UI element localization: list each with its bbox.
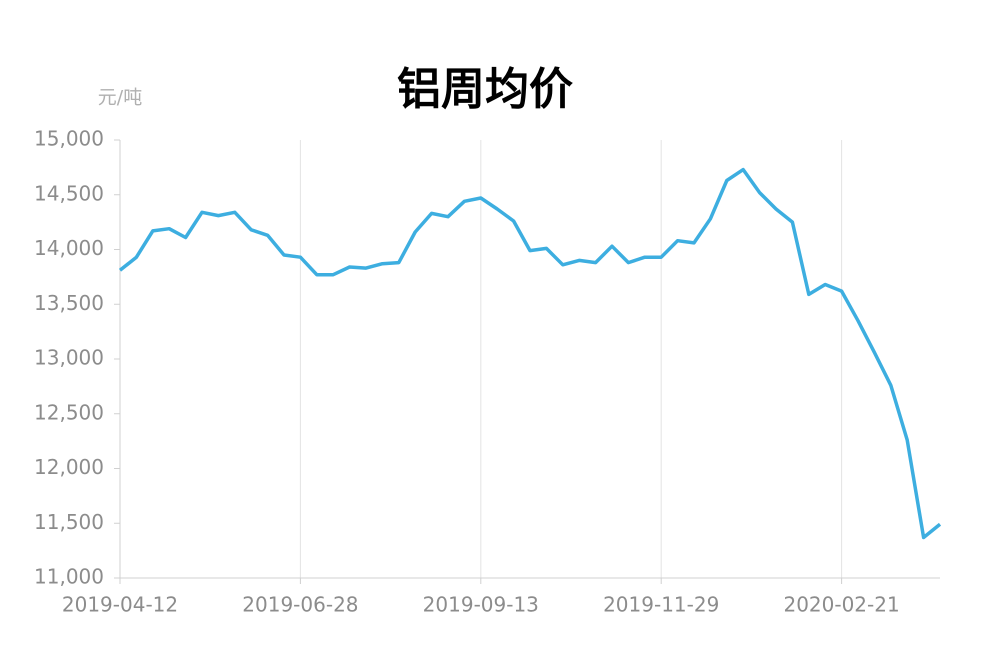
y-tick-label: 12,000 [34,455,104,479]
x-tick-label: 2019-11-29 [603,593,719,617]
chart-title: 铝周均价 [397,64,573,115]
y-tick-label: 13,500 [34,291,104,315]
x-tick-label: 2019-04-12 [62,593,178,617]
y-tick-label: 12,500 [34,400,104,424]
x-tick-label: 2020-02-21 [783,593,899,617]
y-tick-label: 11,500 [34,510,104,534]
x-tick-label: 2019-06-28 [242,593,358,617]
y-tick-label: 11,000 [34,565,104,589]
y-tick-label: 14,500 [34,181,104,205]
y-axis-label: 元/吨 [98,87,142,109]
y-tick-label: 14,000 [34,236,104,260]
data-line [118,167,942,540]
y-tick-label: 15,000 [34,127,104,151]
x-tick-label: 2019-09-13 [423,593,539,617]
y-tick-label: 13,000 [34,346,104,370]
